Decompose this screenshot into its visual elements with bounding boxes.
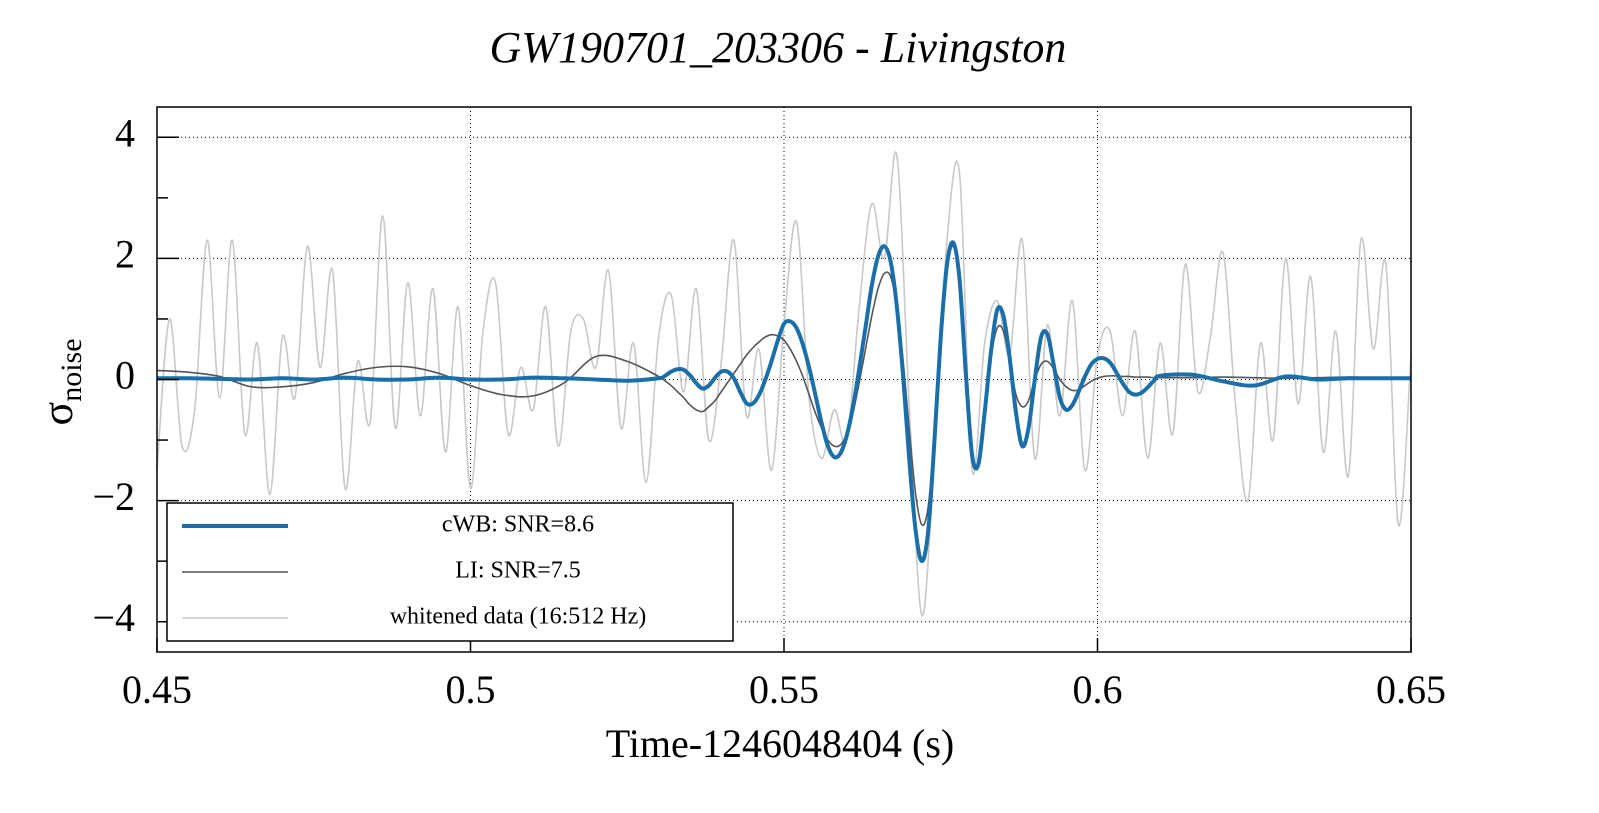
series-line [156, 240, 1411, 564]
y-tick-label: 2 [115, 232, 135, 277]
x-tick-label: 0.55 [749, 667, 819, 712]
series-line [156, 245, 1412, 527]
x-tick-label: 0.65 [1376, 667, 1446, 712]
x-tick-label: 0.45 [122, 667, 192, 712]
x-tick-label: 0.6 [1073, 667, 1123, 712]
lines [156, 151, 1412, 617]
y-tick-label: 0 [115, 353, 135, 398]
series-line [156, 151, 1412, 617]
y-tick-label: −4 [92, 595, 135, 640]
y-axis-label-symbol: σ [33, 402, 82, 426]
y-axis-label-subscript: noise [55, 338, 88, 401]
legend-label: LI: SNR=7.5 [455, 558, 581, 584]
y-tick-label: −2 [92, 474, 135, 519]
legend: cWB: SNR=8.6 LI: SNR=7.5 whitened data (16… [166, 502, 734, 642]
chart-title: GW190701_203306 - Livingston [490, 23, 1067, 72]
y-axis-label: σnoise [33, 338, 88, 425]
legend-label: whitened data (16:512 Hz) [390, 604, 647, 630]
legend-label: cWB: SNR=8.6 [442, 512, 594, 538]
x-tick-label: 0.5 [446, 667, 496, 712]
y-tick-label: 4 [115, 110, 135, 155]
x-axis-label: Time-1246048404 (s) [606, 721, 955, 766]
axes: 0.45 0.5 0.55 0.6 0.65 −4 −2 0 2 4 [92, 110, 1446, 712]
